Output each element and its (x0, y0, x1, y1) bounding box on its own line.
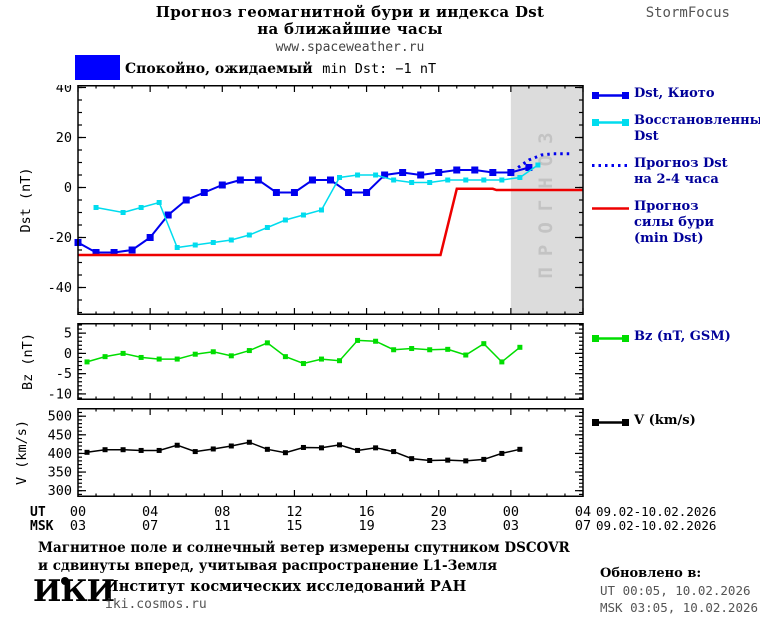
forecast-band-label: ПРОГНОЗ (535, 121, 557, 278)
bz-ylabel: Bz (nT) (20, 333, 36, 390)
iki-logo-dot (61, 577, 69, 585)
iki-logo: ИКИ (33, 574, 115, 609)
legend-sample-line-marker (592, 92, 629, 99)
bz-ytick-label: -10 (48, 386, 72, 402)
storm-level-swatch (75, 55, 120, 80)
brand-label: StormFocus (645, 5, 730, 21)
time-tick-label: 07 (142, 518, 158, 534)
legend-bz: Bz (nT, GSM) (592, 329, 760, 356)
iki-logo-text: ИКИ (33, 574, 115, 609)
note-line-2: и сдвинуты вперед, учитывая распростране… (38, 558, 498, 574)
time-tick-label: 23 (431, 518, 447, 534)
institute-name: Институт космических исследований РАН (105, 578, 467, 595)
legend-label: V (km/s) (634, 413, 696, 428)
series-dst-kyoto (74, 164, 533, 256)
date-range-label: 09.02-10.02.2026 (596, 504, 716, 519)
time-tick-label: 03 (503, 518, 519, 534)
spaceweather-link[interactable]: www.spaceweather.ru (275, 40, 425, 55)
dst-ylabel: Dst (nT) (18, 167, 34, 232)
legend-label: Прогноз Dst на 2-4 часа (634, 156, 728, 187)
v-ytick-label: 500 (48, 409, 72, 425)
page-title-line2: на ближайшие часы (257, 20, 443, 38)
bz-ticks (77, 323, 584, 400)
legend-item: Прогноз силы бури (min Dst) (592, 199, 760, 247)
time-tick-label: 04 (142, 504, 158, 520)
time-tick-label: 03 (70, 518, 86, 534)
legend-sample-line-marker (592, 419, 629, 426)
legend-item: V (km/s) (592, 413, 760, 429)
legend-dst: Dst, Киото Восстановленный Dst Прогноз Dst н… (592, 86, 760, 258)
dst-panel: ПРОГНОЗ 40 20 0 -20 -40 Dst (nT) (18, 85, 584, 315)
updated-msk: MSK 03:05, 10.02.2026 (600, 600, 759, 615)
updated-block: Обновлено в: UT 00:05, 10.02.2026 MSK 03… (600, 565, 758, 616)
legend-item: Dst, Киото (592, 86, 760, 102)
page-title: Прогноз геомагнитной бури и индекса Dst (155, 3, 545, 21)
legend-item: Bz (nT, GSM) (592, 329, 760, 345)
v-ytick-label: 450 (48, 427, 72, 443)
bz-ytick-label: 0 (64, 346, 72, 362)
date-range-label: 09.02-10.02.2026 (596, 518, 716, 533)
updated-label: Обновлено в: (600, 566, 702, 581)
time-tick-label: 19 (358, 518, 374, 534)
legend-label: Dst, Киото (634, 86, 715, 101)
time-tick-label: 00 (70, 504, 86, 520)
time-tick-label: 04 (575, 504, 591, 520)
legend-sample-line (592, 207, 629, 210)
v-ylabel: V (km/s) (14, 420, 30, 485)
legend-sample-line-marker (592, 119, 629, 126)
data-source-note: Магнитное поле и солнечный ветер измерен… (38, 539, 570, 575)
legend-label: Восстановленный Dst (634, 113, 760, 144)
time-tick-label: 16 (358, 504, 374, 520)
legend-v: V (km/s) (592, 413, 760, 440)
bz-ytick-label: 5 (64, 326, 72, 342)
updated-ut: UT 00:05, 10.02.2026 (600, 583, 751, 598)
dst-ytick-label: 20 (56, 130, 72, 146)
legend-sample-dotted (592, 164, 629, 167)
time-tick-label: 12 (286, 504, 302, 520)
series-bz (84, 337, 523, 367)
iki-site-link[interactable]: iki.cosmos.ru (105, 597, 207, 612)
dst-frame (77, 85, 584, 315)
time-tick-label: 20 (431, 504, 447, 520)
bz-ytick-label: -5 (56, 366, 72, 382)
forecast-band (510, 85, 583, 315)
time-row-label: UT (30, 505, 46, 520)
dst-ticks (77, 85, 584, 315)
status-text-ru: Спокойно, ожидаемый (125, 61, 313, 77)
status-text-en: min Dst: −1 nT (322, 61, 437, 77)
legend-item: Прогноз Dst на 2-4 часа (592, 156, 760, 188)
v-ytick-label: 300 (48, 483, 72, 499)
time-tick-label: 07 (575, 518, 591, 534)
dst-ytick-label: -20 (48, 230, 72, 246)
dst-ytick-label: 40 (56, 85, 72, 96)
bz-frame (77, 323, 584, 400)
legend-label: Прогноз силы бури (min Dst) (634, 199, 715, 246)
status-line: Спокойно, ожидаемый min Dst: −1 nT (125, 58, 436, 77)
note-line-1: Магнитное поле и солнечный ветер измерен… (38, 540, 570, 556)
time-tick-label: 08 (214, 504, 230, 520)
series-dst-restored (93, 162, 541, 250)
time-row-label: MSK (30, 519, 54, 534)
legend-label: Bz (nT, GSM) (634, 329, 731, 344)
series-storm-forecast (78, 187, 583, 257)
v-ticks (77, 408, 584, 497)
legend-sample-line-marker (592, 335, 629, 342)
v-ytick-label: 400 (48, 446, 72, 462)
legend-item: Восстановленный Dst (592, 113, 760, 145)
time-tick-label: 15 (286, 518, 302, 534)
v-ytick-label: 350 (48, 465, 72, 481)
series-v (84, 439, 523, 464)
dst-ytick-label: -40 (48, 280, 72, 296)
dst-ytick-label: 0 (64, 180, 72, 196)
time-tick-label: 11 (214, 518, 230, 534)
v-panel: 500 450 400 350 300 V (km/s) (14, 408, 584, 499)
bz-panel: 5 0 -5 -10 Bz (nT) (20, 323, 584, 402)
time-tick-label: 00 (503, 504, 519, 520)
series-dst-forecast (517, 152, 573, 169)
page-header: Прогноз геомагнитной бури и индекса Dst … (90, 3, 610, 56)
charts-canvas: ПРОГНОЗ 40 20 0 -20 -40 Dst (nT) 5 0 -5 -10 Bz (nT)… (14, 85, 716, 534)
